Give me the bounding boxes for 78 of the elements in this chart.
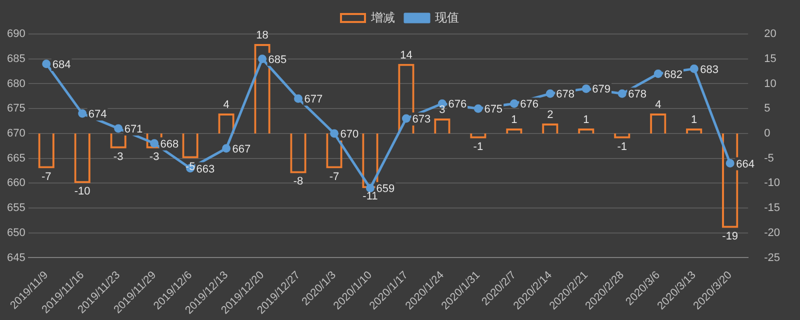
data-label: 4 [223,99,230,112]
y2-tick-label: -15 [764,202,780,214]
y-tick-label: 655 [6,202,26,214]
point [114,124,123,133]
data-label: 676 [520,98,539,111]
y-tick-label: 680 [6,78,26,90]
data-label: -7 [41,170,52,183]
data-label: 677 [304,94,323,106]
point [402,114,410,123]
point [582,84,590,93]
data-label: 1 [511,114,518,126]
data-label: 1 [583,114,590,126]
y2-tick-label: 5 [764,102,770,115]
data-label: 671 [124,124,143,136]
data-label: 659 [376,183,395,196]
legend-label: 现值 [435,10,459,24]
data-label: -19 [722,230,738,242]
data-label: 663 [196,163,215,176]
point [222,144,231,153]
data-label: 667 [232,143,251,156]
y-tick-label: 690 [6,28,26,40]
data-label: 18 [256,29,268,42]
data-label: -10 [74,186,90,198]
data-label: 1 [691,114,698,126]
data-label: 678 [628,88,647,101]
data-label: 683 [700,64,718,76]
y2-tick-label: 10 [764,78,776,90]
y-tick-label: 650 [6,226,26,239]
point [78,109,87,118]
point [546,89,554,98]
data-label: 664 [736,158,754,170]
data-label: 3 [439,104,446,116]
data-label: 684 [52,58,71,71]
y-tick-label: 645 [6,252,26,264]
y2-tick-label: 20 [764,28,776,40]
point [330,129,338,138]
data-label: 670 [340,128,359,140]
y2-tick-label: 15 [764,52,776,65]
data-label: 678 [556,88,575,101]
point [654,70,662,78]
y-tick-label: 685 [6,52,26,65]
point [258,54,267,64]
point [294,94,303,103]
data-label: 673 [412,114,431,126]
data-label: -3 [113,150,124,163]
data-label: -5 [185,160,196,173]
data-label: 668 [160,138,179,150]
data-label: 675 [484,104,503,116]
data-label: -3 [149,150,160,163]
point [726,159,734,168]
data-label: -1 [473,140,484,153]
y2-tick-label: -5 [764,152,774,164]
data-label: 2 [547,109,554,122]
data-label: 674 [88,108,107,121]
y2-tick-label: -20 [764,226,780,239]
data-label: 682 [664,68,682,81]
point [510,99,518,108]
legend-label: 增减 [370,10,395,24]
data-label: 14 [400,49,412,62]
y2-tick-label: -25 [764,252,780,264]
data-label: -8 [293,176,304,188]
y-tick-label: 670 [6,127,26,140]
point [474,104,482,113]
point [618,89,626,98]
data-label: 685 [268,54,287,66]
data-label: 679 [592,84,611,96]
data-label: 676 [448,98,467,111]
data-label: 4 [655,99,662,112]
y2-tick-label: -10 [764,177,780,190]
point [690,64,698,74]
y-tick-label: 660 [6,177,26,190]
point [42,60,51,68]
y-tick-label: 665 [6,152,26,164]
y2-tick-label: 0 [764,127,770,140]
data-label: -7 [329,170,340,183]
y-tick-label: 675 [6,102,26,115]
data-label: -11 [362,190,378,203]
data-label: -1 [617,140,628,153]
